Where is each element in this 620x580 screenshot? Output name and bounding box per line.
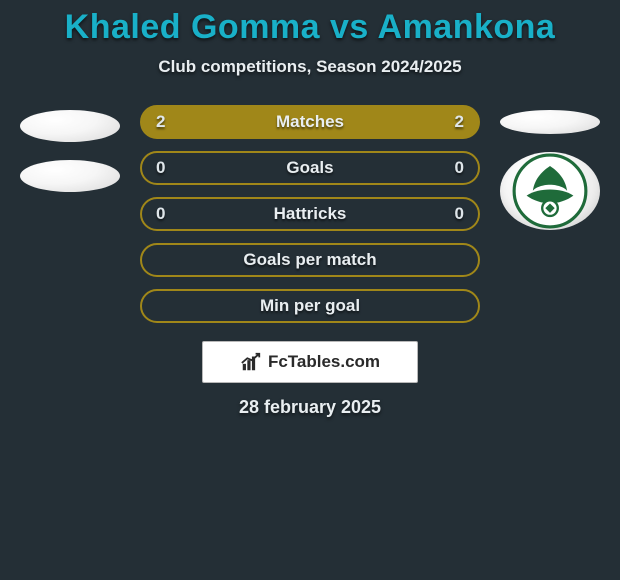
eagle-crest-icon bbox=[511, 152, 589, 230]
comparison-card: Khaled Gomma vs Amankona Club competitio… bbox=[0, 0, 620, 440]
brand-text: FcTables.com bbox=[268, 352, 380, 372]
stat-row: Min per goal bbox=[140, 289, 480, 323]
stat-label: Matches bbox=[174, 112, 446, 132]
avatar-placeholder-icon bbox=[20, 110, 120, 142]
stats-rows: 2Matches20Goals00Hattricks0Goals per mat… bbox=[140, 105, 480, 323]
stat-right-value: 0 bbox=[446, 204, 464, 224]
stat-label: Goals bbox=[174, 158, 446, 178]
brand-badge[interactable]: FcTables.com bbox=[202, 341, 418, 383]
stat-left-value: 2 bbox=[156, 112, 174, 132]
stat-row: 0Hattricks0 bbox=[140, 197, 480, 231]
stat-right-value: 0 bbox=[446, 158, 464, 178]
avatar-placeholder-icon bbox=[500, 110, 600, 134]
bar-chart-icon bbox=[240, 351, 262, 373]
crest-placeholder-icon bbox=[20, 160, 120, 192]
stat-label: Min per goal bbox=[174, 296, 446, 316]
stat-label: Hattricks bbox=[174, 204, 446, 224]
stat-right-value: 2 bbox=[446, 112, 464, 132]
club-crest-icon bbox=[500, 152, 600, 230]
stat-row: Goals per match bbox=[140, 243, 480, 277]
page-title: Khaled Gomma vs Amankona bbox=[0, 8, 620, 47]
footer-date: 28 february 2025 bbox=[0, 397, 620, 418]
stat-left-value: 0 bbox=[156, 158, 174, 178]
page-subtitle: Club competitions, Season 2024/2025 bbox=[0, 57, 620, 77]
right-player-slot bbox=[490, 110, 610, 230]
left-player-slot bbox=[10, 110, 130, 230]
stat-left-value: 0 bbox=[156, 204, 174, 224]
stat-row: 2Matches2 bbox=[140, 105, 480, 139]
stat-label: Goals per match bbox=[174, 250, 446, 270]
stat-row: 0Goals0 bbox=[140, 151, 480, 185]
